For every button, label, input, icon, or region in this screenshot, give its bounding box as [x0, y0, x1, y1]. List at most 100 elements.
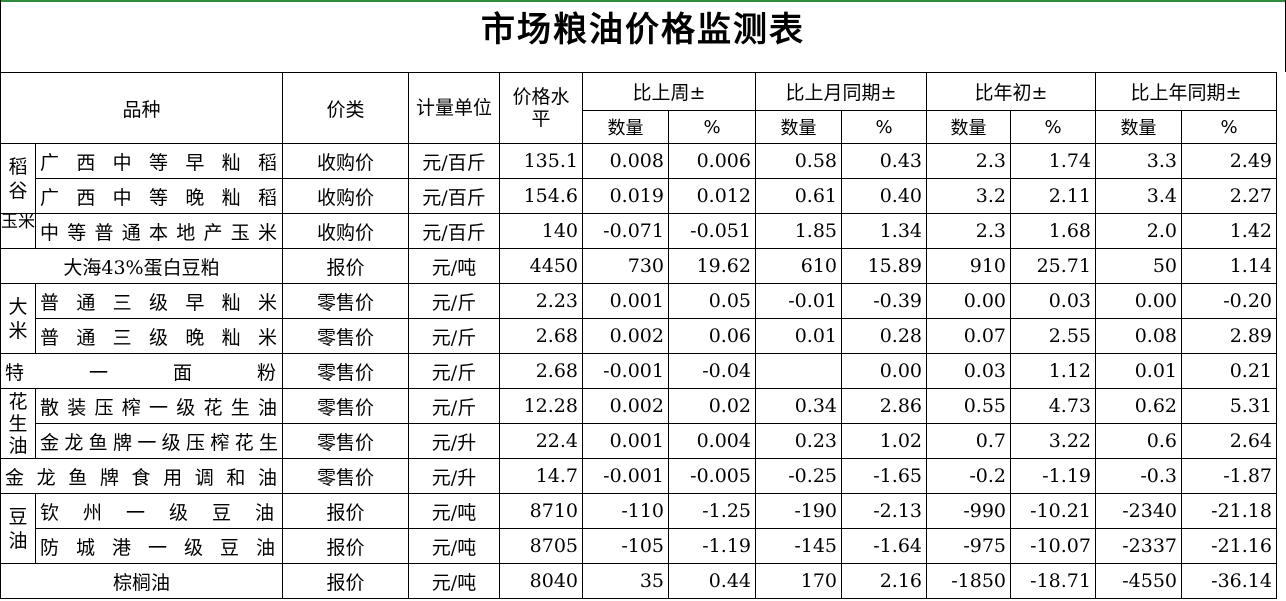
row-week-qty: -0.001: [582, 353, 669, 389]
table-row: 特一面粉 零售价 元/斤 2.68 -0.001 -0.04 0.00 0.03…: [0, 353, 1277, 389]
row-price: 154.6: [499, 178, 583, 214]
header-variety: 品种: [0, 72, 283, 144]
row-lastyear-qty: 0.01: [1095, 353, 1182, 389]
row-unit: 元/斤: [408, 388, 500, 424]
row-year-pct: 3.22: [1010, 423, 1096, 459]
row-month-qty: 0.34: [755, 388, 842, 424]
header-price-level: 价格水平: [499, 72, 583, 144]
header-pct: %: [1010, 110, 1096, 144]
row-week-qty: 35: [582, 563, 669, 599]
header-unit: 计量单位: [408, 72, 500, 144]
row-type: 零售价: [282, 423, 409, 459]
row-type: 报价: [282, 563, 409, 599]
row-year-qty: 0.55: [926, 388, 1011, 424]
row-week-qty: -0.071: [582, 213, 669, 249]
header-qty: 数量: [582, 110, 669, 144]
header-pct: %: [668, 110, 756, 144]
row-year-qty: 3.2: [926, 178, 1011, 214]
row-lastyear-qty: -2340: [1095, 493, 1182, 529]
header-vs-last-year: 比上年同期±: [1095, 72, 1277, 111]
row-month-pct: -1.65: [841, 458, 927, 494]
row-name: 普通三级早籼米: [35, 283, 283, 319]
table-row: 金龙鱼牌一级压榨花生 零售价 元/升 22.4 0.001 0.004 0.23…: [1, 423, 1277, 459]
row-unit: 元/百斤: [408, 213, 500, 249]
row-week-pct: 0.004: [668, 423, 756, 459]
row-unit: 元/吨: [408, 493, 500, 529]
row-week-qty: 730: [582, 248, 669, 284]
row-price: 140: [499, 213, 583, 249]
row-month-pct: 15.89: [841, 248, 927, 284]
row-name: 大海43%蛋白豆粕: [0, 248, 283, 284]
row-lastyear-pct: 2.27: [1181, 178, 1277, 214]
row-month-qty: [755, 353, 842, 389]
row-year-qty: -990: [926, 493, 1011, 529]
row-week-qty: 0.001: [582, 423, 669, 459]
row-lastyear-pct: 2.49: [1181, 143, 1277, 179]
row-week-pct: -0.04: [668, 353, 756, 389]
row-name: 散装压榨一级花生油: [35, 388, 283, 424]
row-lastyear-pct: -36.14: [1181, 563, 1277, 599]
row-month-pct: 2.86: [841, 388, 927, 424]
header-qty: 数量: [755, 110, 842, 144]
row-price: 2.23: [499, 283, 583, 319]
row-week-qty: 0.002: [582, 388, 669, 424]
row-lastyear-qty: 0.00: [1095, 283, 1182, 319]
row-year-pct: -10.07: [1010, 528, 1096, 564]
row-price: 14.7: [499, 458, 583, 494]
row-lastyear-qty: 3.4: [1095, 178, 1182, 214]
row-lastyear-qty: 0.6: [1095, 423, 1182, 459]
table-row: 玉米 中等普通本地产玉米 收购价 元/百斤 140 -0.071 -0.051 …: [0, 213, 1277, 249]
row-week-pct: 0.02: [668, 388, 756, 424]
header-vs-last-month: 比上月同期±: [755, 72, 927, 111]
row-lastyear-qty: 50: [1095, 248, 1182, 284]
row-month-qty: 0.01: [755, 318, 842, 354]
row-month-pct: -0.39: [841, 283, 927, 319]
row-week-pct: -1.19: [668, 528, 756, 564]
row-week-qty: -110: [582, 493, 669, 529]
row-price: 12.28: [499, 388, 583, 424]
row-name: 特一面粉: [0, 353, 283, 389]
table-row: 防城港一级豆油 报价 元/吨 8705 -105 -1.19 -145 -1.6…: [1, 528, 1277, 564]
row-year-qty: 0.03: [926, 353, 1011, 389]
row-year-qty: -1850: [926, 563, 1011, 599]
row-type: 收购价: [282, 178, 409, 214]
row-week-qty: 0.001: [582, 283, 669, 319]
row-month-pct: 1.34: [841, 213, 927, 249]
row-lastyear-qty: 2.0: [1095, 213, 1182, 249]
row-type: 收购价: [282, 213, 409, 249]
row-year-pct: 4.73: [1010, 388, 1096, 424]
row-price: 8705: [499, 528, 583, 564]
row-month-pct: 0.40: [841, 178, 927, 214]
row-year-qty: -0.2: [926, 458, 1011, 494]
row-price: 2.68: [499, 318, 583, 354]
row-name: 中等普通本地产玉米: [35, 213, 283, 249]
row-type: 零售价: [282, 283, 409, 319]
row-year-qty: 2.3: [926, 213, 1011, 249]
header-qty: 数量: [926, 110, 1011, 144]
row-week-qty: 0.002: [582, 318, 669, 354]
row-week-qty: -0.001: [582, 458, 669, 494]
row-lastyear-pct: 1.42: [1181, 213, 1277, 249]
row-type: 报价: [282, 493, 409, 529]
row-lastyear-pct: 1.14: [1181, 248, 1277, 284]
header-vs-last-week: 比上周±: [582, 72, 756, 111]
row-lastyear-pct: 2.89: [1181, 318, 1277, 354]
group-label-rice-grain: 稻谷: [0, 143, 36, 214]
table-row: 大海43%蛋白豆粕 报价 元/吨 4450 730 19.62 610 15.8…: [0, 248, 1277, 284]
row-lastyear-pct: 2.64: [1181, 423, 1277, 459]
row-type: 零售价: [282, 458, 409, 494]
row-lastyear-qty: -2337: [1095, 528, 1182, 564]
row-lastyear-qty: 3.3: [1095, 143, 1182, 179]
row-price: 135.1: [499, 143, 583, 179]
group-label-rice: 大米: [0, 283, 36, 354]
row-type: 零售价: [282, 318, 409, 354]
row-lastyear-pct: -0.20: [1181, 283, 1277, 319]
row-week-qty: 0.008: [582, 143, 669, 179]
table-row: 普通三级晚籼米 零售价 元/斤 2.68 0.002 0.06 0.01 0.2…: [1, 318, 1277, 354]
row-name: 广西中等晚籼稻: [35, 178, 283, 214]
row-lastyear-pct: -21.16: [1181, 528, 1277, 564]
row-month-qty: -0.25: [755, 458, 842, 494]
row-week-qty: -105: [582, 528, 669, 564]
row-year-pct: -10.21: [1010, 493, 1096, 529]
group-label-corn: 玉米: [0, 213, 36, 249]
